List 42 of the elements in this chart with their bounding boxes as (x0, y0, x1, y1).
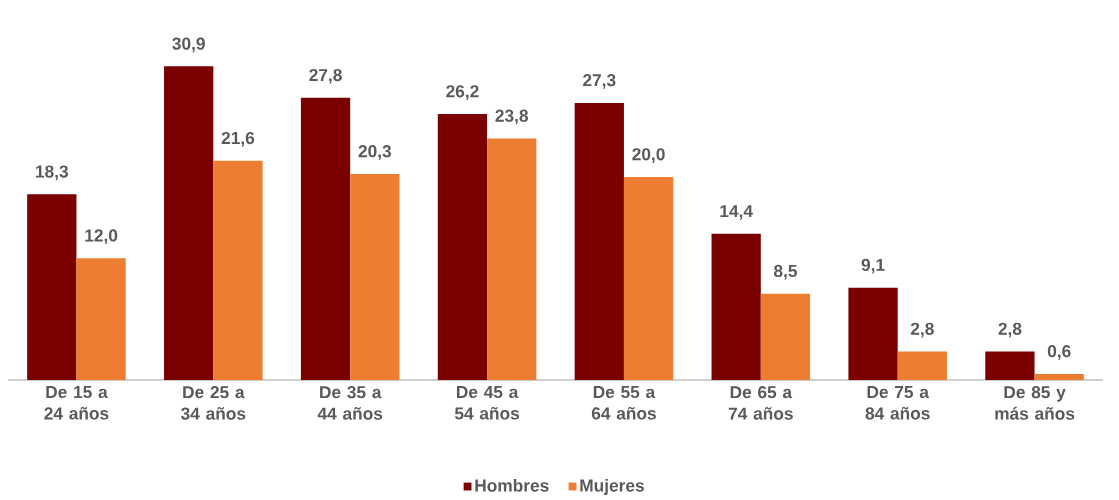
x-tick-label: De 25 a 34 años (181, 386, 246, 420)
bar (897, 351, 947, 381)
x-tick-label: De 65 a 74 años (728, 386, 793, 420)
data-label: 20,0 (632, 148, 665, 164)
bar (1034, 374, 1084, 381)
data-label: 14,4 (720, 205, 753, 220)
data-label: 21,6 (221, 132, 255, 147)
legend-label: Mujeres (580, 479, 644, 496)
bar (27, 194, 77, 381)
data-label: 18,3 (36, 165, 68, 181)
bar (487, 138, 537, 381)
x-tick-label: De 35 a 44 años (317, 386, 383, 420)
bar (300, 98, 351, 381)
data-label: 27,3 (583, 74, 616, 89)
data-label: 27,8 (309, 69, 342, 84)
bar (848, 287, 898, 381)
data-label: 2,8 (998, 322, 1022, 338)
data-label: 9,1 (861, 258, 885, 274)
x-tick-label: De 85 y más años (995, 386, 1075, 420)
data-label: 30,9 (172, 37, 205, 53)
bar (213, 160, 263, 381)
data-label: 23,8 (495, 109, 528, 125)
data-label: 8,5 (773, 265, 797, 280)
bar (711, 234, 761, 381)
x-tick-label: De 75 a 84 años (865, 386, 930, 420)
data-label: 2,8 (910, 322, 934, 338)
legend-label: Hombres (475, 479, 549, 492)
data-label: 12,0 (85, 229, 118, 245)
bar (623, 177, 674, 381)
bar (437, 114, 488, 381)
data-label: 26,2 (446, 85, 479, 101)
bar (164, 66, 214, 381)
bar (574, 103, 624, 381)
bar (76, 258, 126, 381)
x-tick-label: De 55 a 64 años (591, 386, 656, 420)
x-tick-label: De 45 a 54 años (454, 386, 520, 420)
data-label: 0,6 (1047, 345, 1071, 360)
data-label: 20,3 (358, 145, 392, 161)
bar (350, 174, 400, 381)
bar (760, 293, 811, 381)
x-tick-label: De 15 a 24 años (44, 386, 109, 420)
bar (985, 351, 1035, 381)
